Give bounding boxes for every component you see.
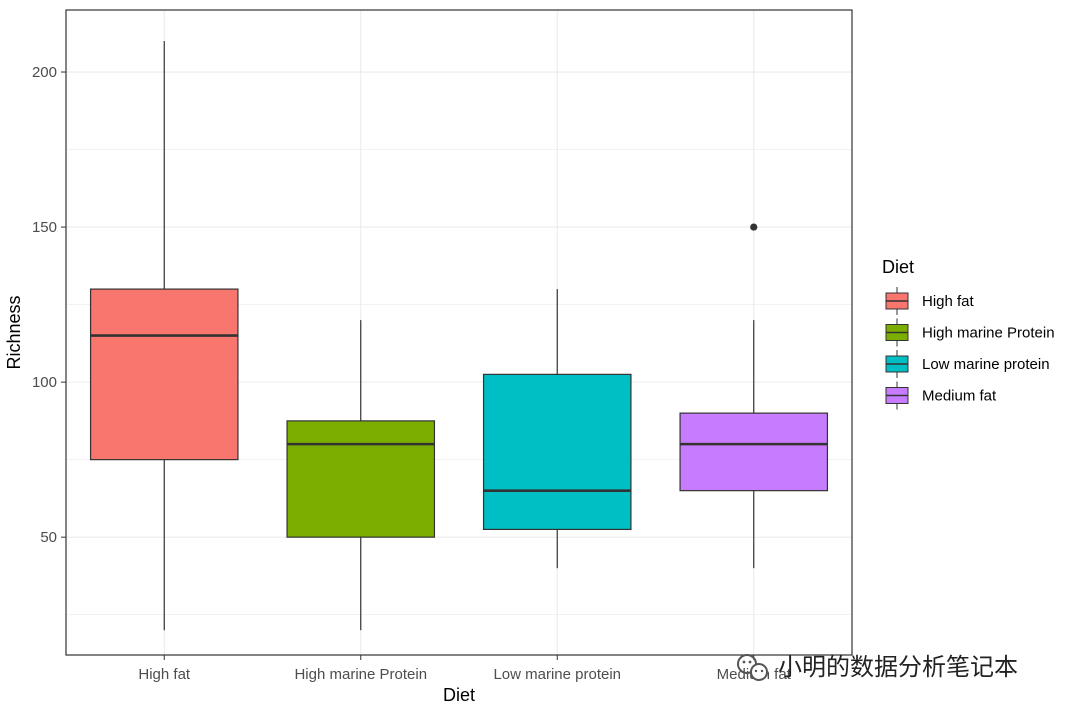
watermark: 小明的数据分析笔记本 (737, 653, 1018, 681)
watermark-text: 小明的数据分析笔记本 (778, 653, 1018, 681)
box (286, 420, 436, 538)
y-tick-label: 200 (32, 64, 57, 81)
x-axis: High fat High marine Protein Low marine pr… (138, 655, 792, 683)
outlier-point (750, 223, 758, 231)
wechat-icon (737, 654, 768, 681)
y-tick-label: 150 (32, 219, 57, 236)
legend-item: Medium fat (885, 381, 997, 410)
legend-label: High marine Protein (922, 325, 1055, 342)
x-tick-label: High fat (138, 666, 191, 683)
x-tick-label: High marine Protein (294, 666, 427, 683)
box (482, 373, 632, 531)
legend-label: Low marine protein (922, 356, 1050, 373)
box-group (679, 223, 829, 569)
y-axis-title: Richness (4, 295, 24, 369)
legend: Diet High fat High marine Protein Low mari… (882, 257, 1055, 410)
panel-border (65, 9, 853, 656)
box-group (286, 320, 436, 631)
box (89, 288, 239, 461)
y-tick-label: 50 (40, 529, 57, 546)
y-axis: 50 100 150 200 (32, 64, 66, 546)
boxes (89, 41, 829, 631)
x-axis-title: Diet (443, 685, 475, 705)
y-tick-label: 100 (32, 374, 57, 391)
legend-label: High fat (922, 293, 975, 310)
legend-item: High fat (885, 287, 975, 315)
box-group (482, 289, 632, 569)
x-tick-label: Low marine protein (493, 666, 621, 683)
box-group (89, 41, 239, 631)
legend-title: Diet (882, 257, 914, 277)
legend-item: Low marine protein (885, 350, 1050, 378)
box (679, 412, 829, 492)
legend-label: Medium fat (922, 388, 997, 405)
legend-item: High marine Protein (885, 318, 1055, 347)
